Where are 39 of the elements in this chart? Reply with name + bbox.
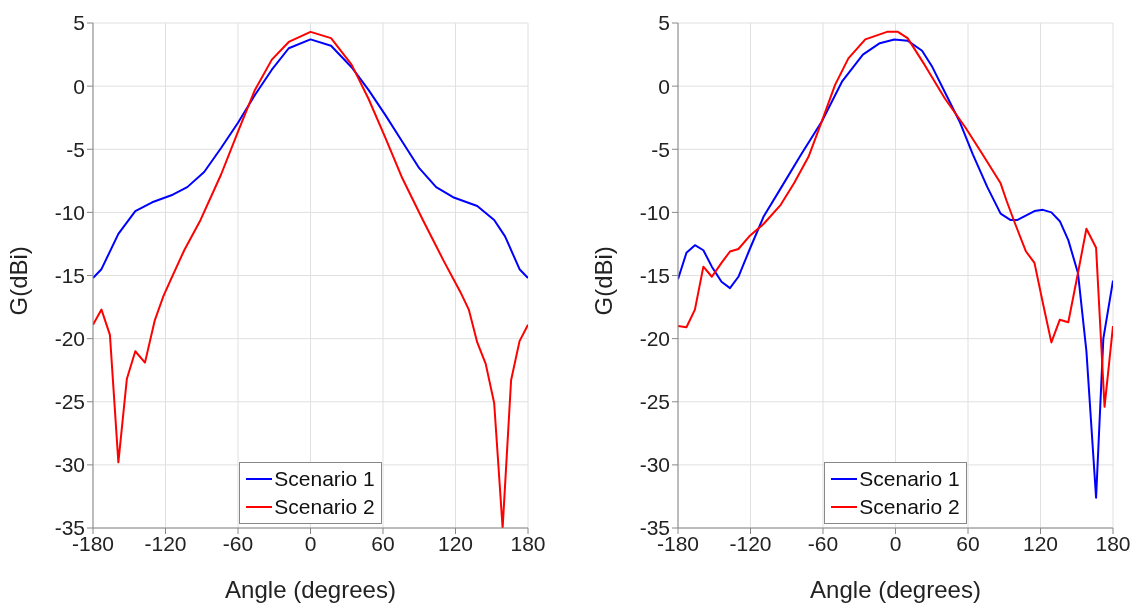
legend-label: Scenario 1: [274, 466, 375, 492]
x-tick-label: -60: [222, 531, 254, 555]
x-tick-label: 120: [437, 531, 474, 555]
x-tick-label: -60: [807, 531, 839, 555]
y-tick-label: -15: [639, 263, 670, 287]
x-tick-label: 180: [510, 531, 546, 555]
x-tick-label: 120: [1022, 531, 1059, 555]
y-tick-label: -20: [54, 327, 85, 351]
x-tick-label: 180: [1095, 531, 1131, 555]
x-tick-label: -120: [729, 531, 772, 555]
line-series: [678, 38, 1113, 499]
y-axis-title: G(dBi): [589, 246, 617, 316]
y-tick-label: -25: [639, 390, 670, 414]
y-tick-label: 0: [73, 74, 85, 98]
x-tick-label: 0: [889, 531, 902, 555]
line-series: [678, 30, 1113, 408]
legend-label: Scenario 2: [859, 494, 960, 520]
x-axis-title: Angle (degrees): [810, 576, 981, 603]
x-tick-label: 60: [956, 531, 980, 555]
y-axis-title: G(dBi): [4, 246, 32, 316]
x-tick-label: 60: [371, 531, 395, 555]
y-tick-label: -5: [651, 137, 670, 161]
legend-label: Scenario 2: [274, 494, 375, 520]
line-series: [93, 38, 528, 280]
y-tick-label: -5: [66, 137, 85, 161]
x-tick-label: -120: [144, 531, 187, 555]
y-tick-label: -20: [639, 327, 670, 351]
legend-label: Scenario 1: [859, 466, 960, 492]
y-tick-label: -15: [54, 263, 85, 287]
x-tick-label: 0: [304, 531, 317, 555]
y-tick-label: -30: [639, 453, 670, 477]
y-tick-label: 5: [73, 11, 85, 35]
y-tick-label: -10: [639, 200, 670, 224]
y-tick-label: 0: [658, 74, 670, 98]
x-axis-title: Angle (degrees): [225, 576, 396, 603]
y-tick-label: -25: [54, 390, 85, 414]
y-tick-label: 5: [658, 11, 670, 35]
y-tick-label: -30: [54, 453, 85, 477]
y-tick-label: -10: [54, 200, 85, 224]
